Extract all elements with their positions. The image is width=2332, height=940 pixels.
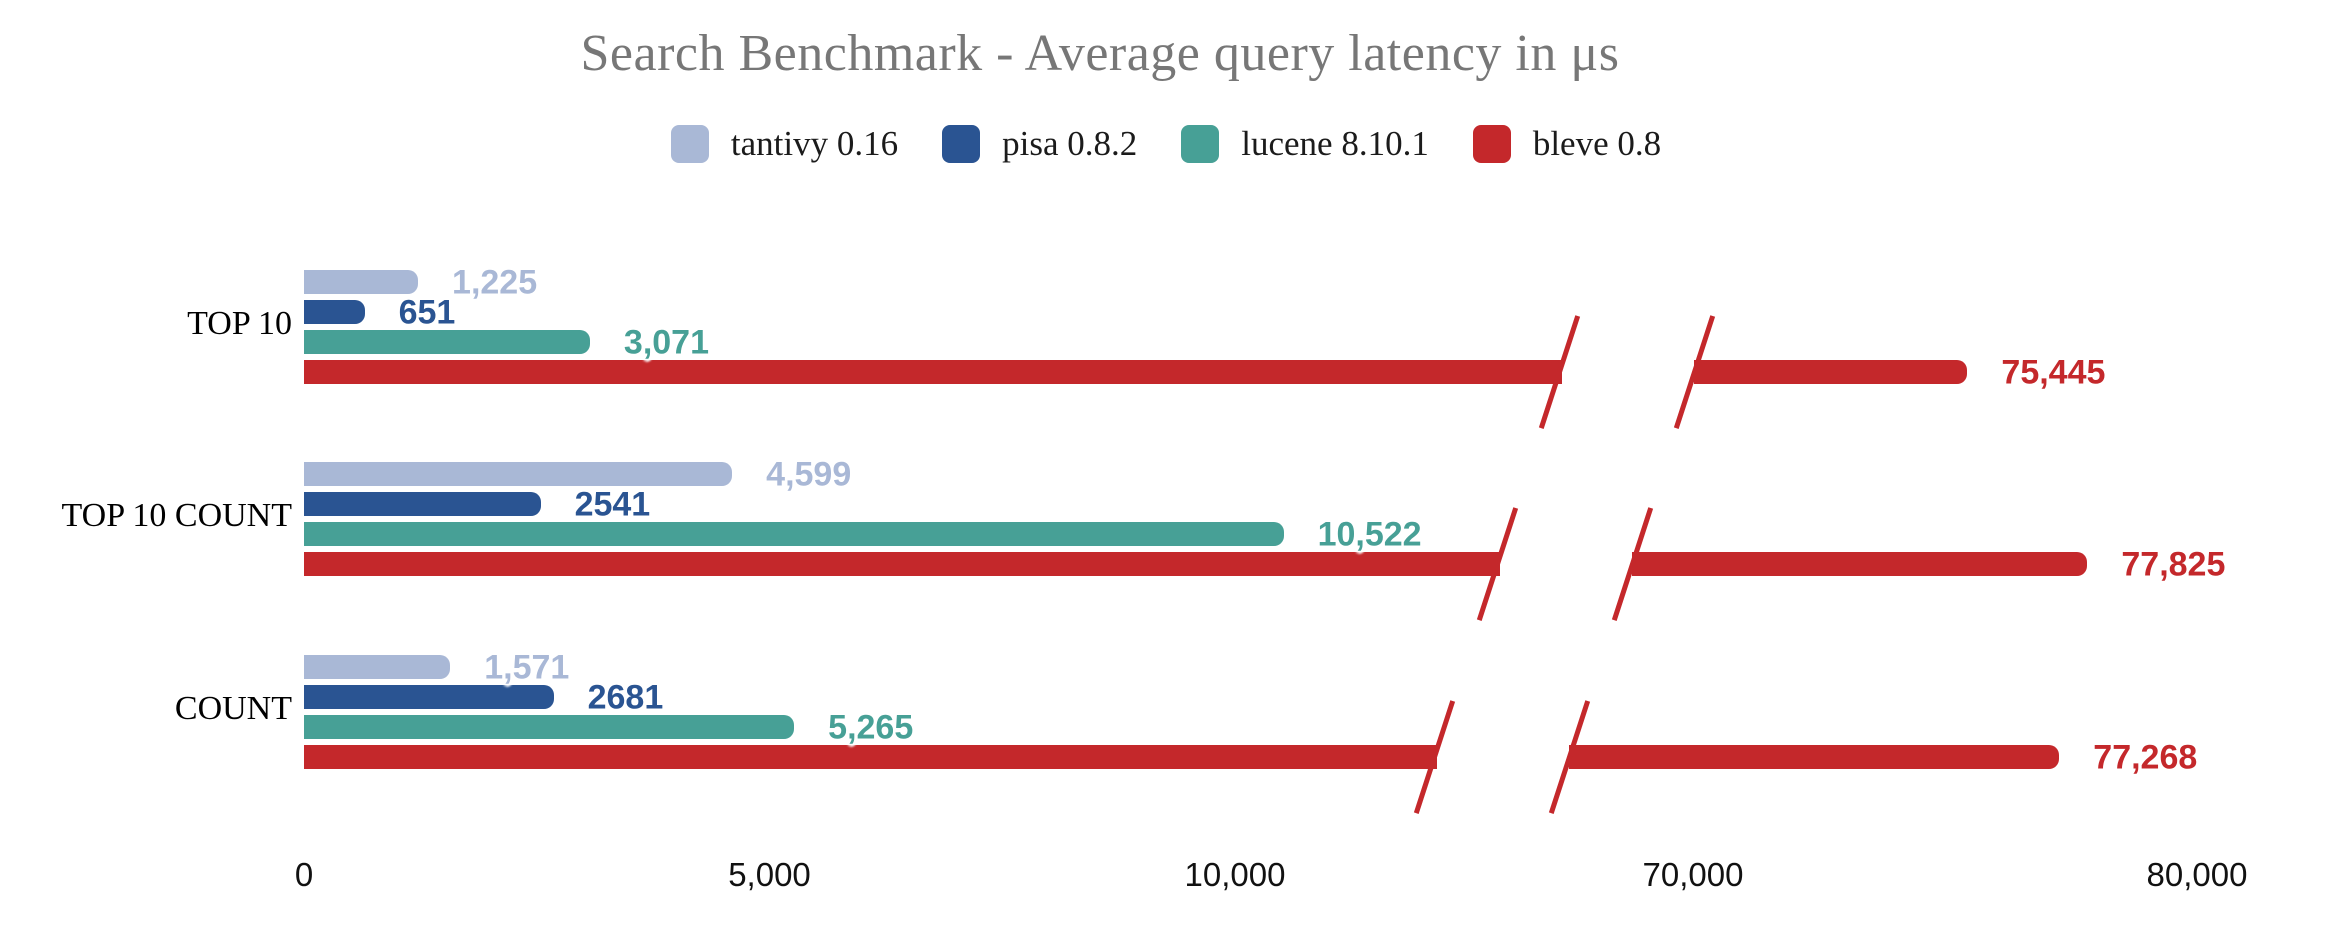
- value-label-top-10-count-bleve: 77,825: [2121, 545, 2226, 584]
- bar-count-bleve: [1568, 745, 2060, 769]
- legend-swatch-bleve: [1472, 125, 1511, 163]
- bar-top-10-count-pisa: [304, 492, 541, 516]
- legend-item-tantivy: tantivy 0.16: [670, 124, 899, 164]
- category-label-top-10-count: TOP 10 COUNT: [61, 497, 292, 534]
- value-label-top-10-tantivy: 1,225: [452, 263, 538, 302]
- legend-item-lucene: lucene 8.10.1: [1181, 124, 1429, 164]
- bar-count-lucene: [304, 715, 795, 739]
- chart-title: Search Benchmark - Average query latency…: [580, 25, 1620, 82]
- legend-swatch-lucene: [1181, 125, 1220, 163]
- bar-top-10-tantivy: [304, 270, 419, 294]
- legend-label: pisa 0.8.2: [1002, 124, 1138, 163]
- value-label-count-bleve: 77,268: [2093, 738, 2198, 777]
- legend-label: tantivy 0.16: [730, 124, 899, 163]
- x-tick-5000: 5,000: [728, 856, 811, 893]
- bar-top-10-count-bleve-left-segment: [304, 552, 1500, 576]
- value-label-top-10-lucene: 3,071: [623, 323, 709, 362]
- value-label-top-10-pisa: 651: [398, 293, 456, 332]
- value-label-top-10-bleve: 75,445: [2001, 353, 2106, 392]
- value-label-count-pisa: 2681: [587, 678, 664, 717]
- chart-legend: tantivy 0.16 pisa 0.8.2 lucene 8.10.1 bleve…: [0, 124, 2332, 164]
- legend-label: lucene 8.10.1: [1241, 124, 1429, 163]
- category-label-count: COUNT: [174, 690, 292, 727]
- legend-label: bleve 0.8: [1532, 124, 1662, 163]
- value-label-top-10-count-lucene: 10,522: [1317, 515, 1422, 554]
- bar-top-10-pisa: [304, 300, 365, 324]
- bar-count-pisa: [304, 685, 554, 709]
- bar-count-bleve-left-segment: [304, 745, 1437, 769]
- legend-swatch-pisa: [942, 125, 981, 163]
- value-label-top-10-count-tantivy: 4,599: [766, 455, 852, 494]
- x-tick-0: 0: [294, 856, 314, 893]
- legend-item-bleve: bleve 0.8: [1472, 124, 1662, 164]
- bar-top-10-lucene: [304, 330, 590, 354]
- bar-count-tantivy: [304, 655, 451, 679]
- x-tick-10000: 10,000: [1184, 856, 1286, 893]
- bar-top-10-count-lucene: [304, 522, 1284, 546]
- category-label-top-10: TOP 10: [187, 305, 292, 342]
- value-label-count-tantivy: 1,571: [484, 648, 570, 687]
- x-tick-70000: 70,000: [1642, 856, 1744, 893]
- bar-top-10-bleve-left-segment: [304, 360, 1563, 384]
- legend-swatch-tantivy: [670, 125, 709, 163]
- value-label-top-10-count-pisa: 2541: [574, 485, 651, 524]
- bar-top-10-count-bleve: [1631, 552, 2088, 576]
- value-label-count-lucene: 5,265: [828, 708, 914, 747]
- x-tick-80000: 80,000: [2146, 856, 2248, 893]
- bar-top-10-bleve: [1694, 360, 1968, 384]
- legend-item-pisa: pisa 0.8.2: [942, 124, 1137, 164]
- bar-top-10-count-tantivy: [304, 462, 733, 486]
